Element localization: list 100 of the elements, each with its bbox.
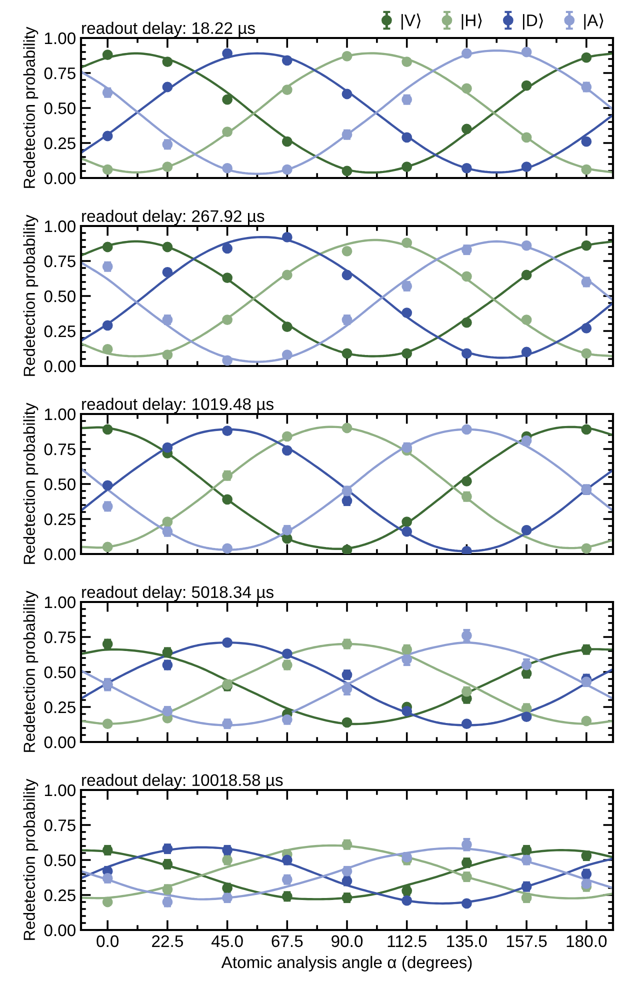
point (162, 82, 173, 92)
point (102, 424, 113, 435)
x-tick-label: 135.0 (447, 935, 487, 948)
y-tick-label: 0.75 (44, 819, 76, 832)
chart-title: readout delay: 267.92 µs (82, 210, 264, 226)
point (222, 637, 233, 648)
legend-label: |V⟩ (402, 13, 420, 30)
point (162, 266, 173, 278)
point (581, 878, 592, 890)
point (102, 480, 113, 491)
point (162, 350, 173, 360)
y-tick-label: 0.50 (44, 102, 76, 114)
chart-title: readout delay: 10018.58 µs (82, 774, 283, 790)
point (581, 716, 592, 726)
point (402, 132, 412, 143)
point (102, 344, 113, 354)
point (282, 270, 292, 280)
point (282, 84, 292, 96)
point (402, 516, 412, 528)
point (102, 320, 113, 331)
point (282, 445, 292, 456)
x-tick-label: 45.0 (211, 935, 243, 948)
point (402, 308, 412, 318)
point (342, 88, 352, 100)
point (461, 898, 472, 909)
point (282, 232, 292, 242)
point (282, 854, 292, 866)
y-tick-label: 0.50 (44, 478, 76, 490)
y-axis-title: Redetection probability (23, 214, 38, 376)
point (282, 136, 292, 147)
legend-label: |H⟩ (462, 13, 482, 30)
y-tick-label: 0.00 (44, 736, 76, 748)
point (581, 543, 592, 554)
point (402, 706, 412, 716)
point (521, 162, 532, 172)
y-axis-title: Redetection probability (23, 590, 38, 752)
point (342, 270, 352, 280)
point (342, 422, 352, 434)
point (162, 442, 173, 453)
point (461, 271, 472, 282)
point (222, 494, 233, 505)
x-tick-label: 0.0 (96, 935, 119, 948)
point (581, 424, 592, 435)
point (162, 516, 173, 528)
point (402, 56, 412, 68)
point (342, 50, 352, 62)
legend-label: |A⟩ (584, 13, 604, 30)
point (461, 317, 472, 328)
y-tick-label: 1.00 (44, 408, 76, 420)
y-tick-label: 1.00 (44, 596, 76, 608)
point (461, 83, 472, 94)
point (162, 162, 173, 172)
point (102, 718, 113, 730)
point (402, 348, 412, 359)
point (402, 238, 412, 248)
y-tick-label: 0.25 (44, 513, 76, 526)
point (282, 431, 292, 442)
y-tick-label: 0.00 (44, 172, 76, 184)
point (402, 162, 412, 172)
point (222, 48, 233, 59)
x-tick-label: 22.5 (152, 935, 183, 948)
point (102, 130, 113, 142)
point (282, 164, 292, 175)
y-axis-title: Redetection probability (23, 26, 38, 188)
point (282, 55, 292, 66)
y-tick-label: 1.00 (44, 784, 76, 796)
x-tick-label: 67.5 (272, 935, 303, 948)
y-tick-label: 0.50 (44, 854, 76, 866)
point (342, 717, 352, 728)
y-tick-label: 0.25 (44, 325, 76, 338)
y-tick-label: 0.00 (44, 924, 76, 936)
y-tick-label: 0.00 (44, 360, 76, 372)
point (461, 718, 472, 730)
y-tick-label: 0.25 (44, 701, 76, 714)
chart-title: readout delay: 1019.48 µs (82, 398, 274, 414)
point (282, 350, 292, 360)
point (461, 424, 472, 435)
point (102, 896, 113, 908)
point (461, 348, 472, 359)
point (222, 543, 233, 554)
point (102, 164, 113, 175)
point (521, 270, 532, 280)
x-tick-label: 112.5 (388, 935, 426, 948)
point (581, 322, 592, 334)
y-tick-label: 0.25 (44, 137, 76, 150)
point (282, 648, 292, 660)
y-tick-label: 0.75 (44, 631, 76, 644)
point (282, 714, 292, 725)
point (222, 355, 233, 366)
point (521, 80, 532, 91)
point (521, 240, 532, 251)
point (222, 426, 233, 436)
y-axis-title: Redetection probability (23, 402, 38, 564)
point (581, 348, 592, 359)
point (461, 686, 472, 697)
legend-label: |D⟩ (523, 13, 543, 30)
point (342, 348, 352, 359)
point (581, 136, 592, 147)
point (102, 242, 113, 252)
x-tick-label: 157.5 (506, 935, 547, 948)
